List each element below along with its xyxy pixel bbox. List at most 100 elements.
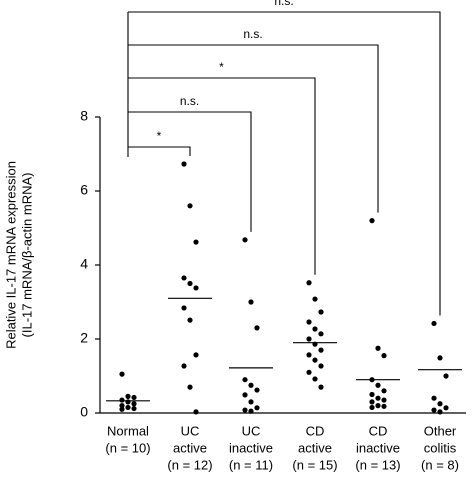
significance-bracket — [128, 111, 252, 232]
data-point — [125, 393, 131, 399]
data-point — [318, 384, 324, 390]
data-point — [369, 218, 375, 224]
data-point — [431, 320, 437, 327]
data-point — [193, 285, 199, 291]
data-point — [119, 371, 125, 377]
data-point — [306, 369, 312, 375]
significance-bracket — [128, 11, 441, 316]
data-point — [431, 407, 437, 413]
data-point — [369, 404, 375, 411]
significance-label: n.s. — [274, 0, 293, 8]
data-point — [437, 401, 443, 407]
data-point — [181, 275, 187, 281]
data-point — [381, 388, 387, 394]
data-point — [318, 309, 324, 315]
data-point — [193, 239, 199, 245]
data-point — [312, 357, 318, 363]
group-size: (n = 8) — [421, 457, 459, 472]
data-point — [443, 373, 449, 379]
group-size: (n = 13) — [355, 457, 400, 472]
data-point — [437, 409, 443, 415]
data-point — [381, 397, 387, 403]
y-axis-label: Relative IL-17 mRNA expression — [3, 161, 18, 349]
data-point — [187, 280, 193, 287]
data-point — [306, 280, 312, 286]
x-tick-label: colitis — [424, 440, 457, 455]
data-point — [437, 355, 443, 361]
data-point — [312, 376, 318, 382]
data-point — [119, 403, 125, 409]
significance-bracket — [128, 146, 191, 156]
group-size: (n = 11) — [229, 457, 273, 472]
data-point — [242, 237, 248, 243]
data-point — [375, 403, 381, 409]
data-point — [248, 299, 254, 305]
data-point — [242, 407, 248, 413]
data-point — [381, 353, 387, 359]
data-point — [181, 363, 187, 369]
data-point — [318, 331, 324, 337]
significance-label: * — [219, 60, 224, 74]
data-point — [131, 401, 137, 407]
data-point — [248, 399, 254, 405]
data-point — [242, 377, 248, 383]
y-tick-label: 6 — [80, 182, 88, 198]
data-point — [131, 394, 137, 401]
data-point — [187, 317, 193, 323]
data-point — [119, 397, 125, 403]
data-point — [306, 352, 312, 358]
significance-label: * — [157, 129, 162, 143]
x-tick-label: CD — [306, 423, 325, 438]
data-point — [119, 406, 125, 412]
data-point — [431, 395, 437, 401]
data-point — [254, 325, 260, 331]
y-tick-label: 4 — [80, 256, 88, 272]
data-point — [318, 363, 324, 369]
data-point — [443, 405, 449, 411]
x-tick-label: active — [298, 440, 332, 455]
data-point — [369, 399, 375, 405]
y-tick-label: 8 — [80, 108, 88, 124]
data-point — [131, 405, 137, 412]
x-tick-label: inactive — [229, 440, 273, 455]
data-point — [306, 336, 312, 342]
data-point — [306, 319, 312, 325]
data-point — [369, 391, 375, 398]
data-point — [318, 347, 324, 353]
data-point — [193, 409, 199, 415]
group-size: (n = 10) — [105, 440, 150, 455]
significance-bracket — [128, 77, 316, 275]
data-point — [375, 395, 381, 401]
data-point — [248, 408, 254, 414]
significance-bracket — [128, 44, 379, 213]
data-point — [187, 384, 193, 390]
data-point — [193, 352, 199, 358]
data-point — [248, 382, 254, 388]
group-size: (n = 15) — [292, 457, 337, 472]
y-tick-label: 0 — [80, 404, 88, 420]
data-point — [181, 305, 187, 311]
data-point — [375, 345, 381, 351]
x-tick-label: UC — [181, 423, 200, 438]
data-point — [375, 382, 381, 388]
data-point — [381, 403, 387, 409]
data-point — [125, 404, 131, 411]
data-point — [254, 405, 260, 411]
y-axis-label: (IL-17 mRNA/β-actin mRNA) — [19, 173, 34, 338]
x-tick-label: inactive — [356, 440, 400, 455]
data-point — [312, 326, 318, 332]
x-tick-label: UC — [242, 423, 261, 438]
data-point — [181, 161, 187, 167]
group-size: (n = 12) — [167, 457, 212, 472]
significance-label: n.s. — [180, 94, 199, 108]
x-tick-label: active — [173, 440, 207, 455]
data-point — [187, 203, 193, 209]
y-tick-label: 2 — [80, 330, 88, 346]
data-point — [312, 296, 318, 302]
data-point — [242, 392, 248, 398]
x-tick-label: Normal — [107, 423, 149, 438]
significance-label: n.s. — [243, 27, 262, 41]
data-point — [254, 387, 260, 393]
data-point — [125, 399, 131, 405]
